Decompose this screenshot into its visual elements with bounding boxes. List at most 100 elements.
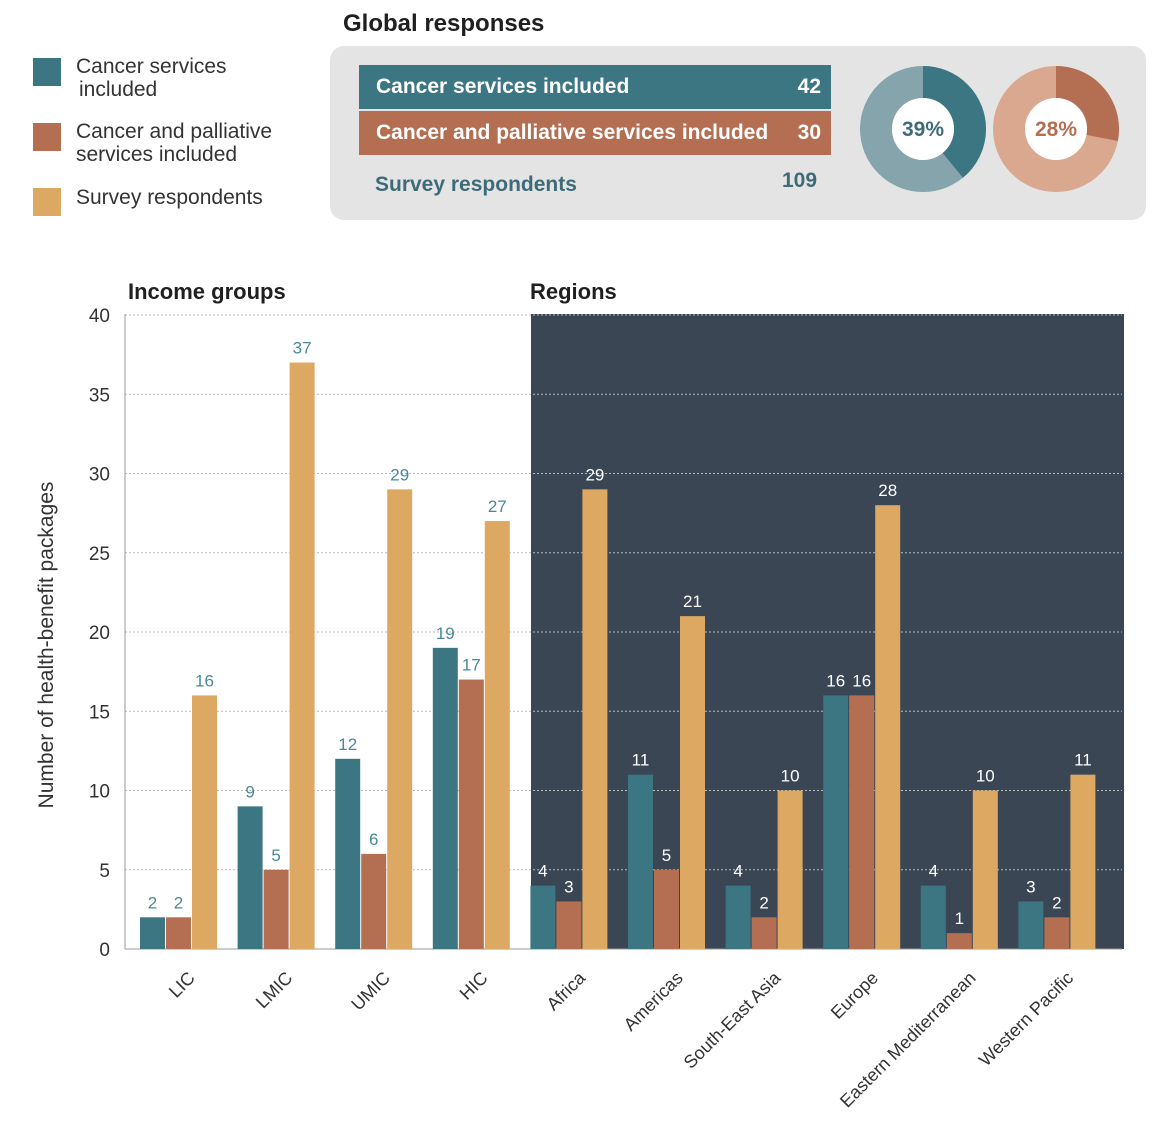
- legend-label-line1: Cancer services: [76, 55, 227, 78]
- bar-data-label: 19: [436, 624, 455, 643]
- bar-data-label: 5: [271, 846, 280, 865]
- donut-cancer-arc: [860, 66, 986, 192]
- section-label-income: Income groups: [128, 279, 286, 304]
- bar-lic-s0: [140, 917, 165, 949]
- bar-data-label: 12: [338, 735, 357, 754]
- legend-label: Cancer and palliative services included: [76, 120, 326, 166]
- bar-data-label: 21: [683, 592, 702, 611]
- bar-data-label: 10: [976, 767, 995, 786]
- x-tick-label: Western Pacific: [975, 968, 1077, 1070]
- bar-data-label: 4: [733, 862, 742, 881]
- bar-data-label: 9: [245, 782, 254, 801]
- bar-data-label: 28: [878, 481, 897, 500]
- bar-data-label: 2: [148, 893, 157, 912]
- y-tick-label: 40: [89, 306, 110, 327]
- bar-south-east-asia-s2: [777, 790, 803, 949]
- bar-south-east-asia-s1: [751, 917, 777, 949]
- bar-lic-s1: [166, 917, 191, 949]
- legend-swatch-teal: [33, 58, 61, 86]
- bar-data-label: 27: [488, 497, 507, 516]
- legend-label: Cancer services included: [76, 55, 326, 101]
- global-palliative-value: 30: [797, 121, 821, 144]
- donut-cancer-center: [892, 98, 954, 160]
- legend-swatch-gold: [33, 188, 61, 216]
- y-tick-label: 35: [89, 385, 110, 406]
- global-survey-value: 109: [782, 169, 818, 192]
- legend-label-line1: Cancer and palliative: [76, 120, 273, 143]
- y-tick-label: 5: [99, 861, 110, 882]
- bar-data-label: 1: [955, 909, 964, 928]
- bar-americas-s1: [654, 869, 679, 949]
- bar-hic-s2: [484, 521, 510, 949]
- bar-data-label: 17: [462, 656, 481, 675]
- bar-data-label: 2: [1052, 893, 1061, 912]
- bar-africa-s0: [530, 885, 556, 949]
- bar-umic-s0: [335, 758, 361, 949]
- bar-south-east-asia-s0: [725, 885, 751, 949]
- legend-label-line1: Survey respondents: [76, 186, 263, 209]
- bar-data-label: 4: [929, 862, 938, 881]
- donut-palliative: 28%: [993, 66, 1119, 192]
- global-responses-panel: Cancer services included 42 Cancer and p…: [330, 46, 1146, 220]
- bar-western-pacific-s0: [1018, 901, 1044, 949]
- x-tick-label: UMIC: [347, 968, 394, 1015]
- donut-cancer: 39%: [860, 66, 986, 192]
- bar-data-label: 4: [538, 862, 547, 881]
- bar-lmic-s2: [289, 362, 315, 949]
- donut-palliative-label: 28%: [1035, 118, 1077, 141]
- x-tick-label: HIC: [456, 968, 492, 1004]
- bar-africa-s2: [582, 489, 608, 949]
- bar-data-label: 16: [852, 671, 871, 690]
- bar-americas-s2: [680, 616, 705, 949]
- bar-data-label: 11: [632, 751, 650, 770]
- bar-data-label: 5: [662, 846, 671, 865]
- bar-data-label: 16: [826, 671, 845, 690]
- bar-umic-s1: [361, 853, 387, 949]
- y-tick-label: 0: [99, 940, 110, 961]
- section-label-regions: Regions: [530, 279, 617, 304]
- x-tick-label: South-East Asia: [680, 967, 785, 1072]
- legend-swatch-rust: [33, 123, 61, 151]
- bar-africa-s1: [556, 901, 582, 949]
- legend-label-line2: included: [79, 78, 158, 101]
- bar-hic-s1: [458, 679, 484, 949]
- bar-western-pacific-s2: [1070, 774, 1096, 949]
- donut-palliative-arc: [993, 66, 1119, 192]
- y-tick-label: 30: [89, 465, 110, 486]
- bar-data-label: 2: [174, 893, 183, 912]
- y-axis-label: Number of health-benefit packages: [35, 482, 58, 809]
- bar-lmic-s0: [237, 806, 263, 949]
- bar-data-label: 29: [585, 465, 604, 484]
- y-tick-label: 25: [89, 544, 110, 565]
- bar-western-pacific-s1: [1044, 917, 1070, 949]
- x-tick-label: LMIC: [252, 968, 297, 1013]
- donut-palliative-center: [1025, 98, 1087, 160]
- legend-label-line2: services included: [76, 143, 238, 166]
- y-tick-label: 15: [89, 702, 110, 723]
- bar-umic-s2: [387, 489, 413, 949]
- donut-cancer-label: 39%: [902, 118, 944, 141]
- global-survey-label: Survey respondents: [375, 173, 577, 196]
- bar-eastern-mediterranean-s0: [920, 885, 946, 949]
- x-tick-label: Americas: [620, 968, 687, 1035]
- global-palliative-label: Cancer and palliative services included: [376, 121, 769, 144]
- x-tick-label: Europe: [827, 968, 882, 1023]
- bar-data-label: 16: [195, 671, 214, 690]
- x-tick-label: Africa: [543, 967, 590, 1014]
- bar-europe-s2: [875, 505, 901, 949]
- y-tick-label: 10: [89, 782, 110, 803]
- legend-label: Survey respondents: [76, 186, 326, 209]
- bar-data-label: 3: [1026, 877, 1035, 896]
- y-tick-label: 20: [89, 623, 110, 644]
- bar-europe-s1: [849, 695, 875, 949]
- global-cancer-bar: Cancer services included 42: [359, 65, 831, 109]
- bar-lmic-s1: [263, 869, 289, 949]
- bar-data-label: 37: [293, 339, 312, 358]
- bar-data-label: 3: [564, 877, 573, 896]
- bar-europe-s0: [823, 695, 849, 949]
- bar-data-label: 2: [759, 893, 768, 912]
- bar-lic-s2: [192, 695, 217, 949]
